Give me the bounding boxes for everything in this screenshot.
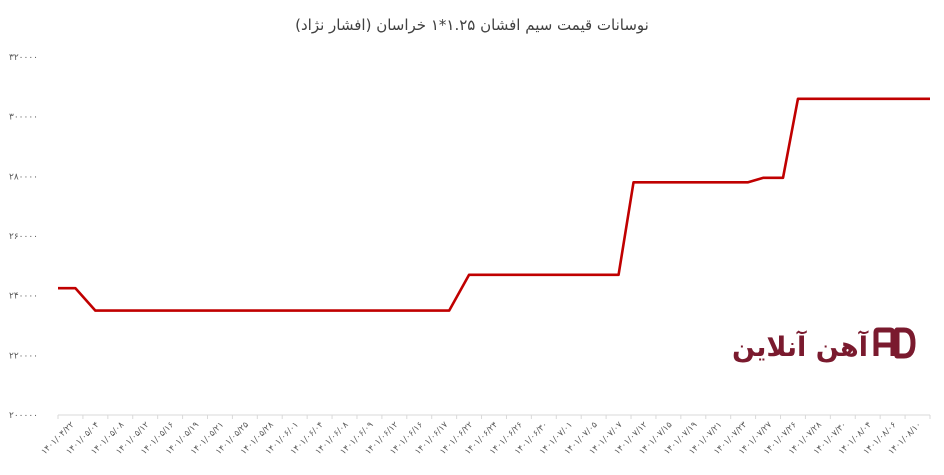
y-tick-label: ۲۸۰۰۰۰ [9,172,38,182]
y-axis: ۲۰۰۰۰۰ ۲۲۰۰۰۰ ۲۴۰۰۰۰ ۲۶۰۰۰۰ ۲۸۰۰۰۰ ۳۰۰۰۰۰ ۳۲۰۰… [9,53,38,421]
y-tick-label: ۲۲۰۰۰۰ [9,351,38,361]
logo-mark-icon [873,327,916,359]
series-line [58,97,930,312]
chart-title: نوسانات قیمت سیم افشان ۱.۲۵*۱ خراسان (اف… [295,16,649,34]
logo-text: آهن آنلاین [732,330,869,363]
y-tick-label: ۲۶۰۰۰۰ [9,232,38,242]
y-tick-label: ۳۰۰۰۰۰ [9,113,38,123]
x-axis: ۱۴۰۱/۰۴/۲۲۱۴۰۱/۰۵/۰۴۱۴۰۱/۰۵/۰۸۱۴۰۱/۰۵/۱۲… [40,415,931,457]
y-tick-label: ۲۰۰۰۰۰ [9,411,38,421]
y-tick-label: ۲۴۰۰۰۰ [9,292,38,302]
y-tick-label: ۳۲۰۰۰۰ [9,53,38,63]
site-logo: آهن آنلاین [732,327,916,363]
series-group [58,97,930,312]
